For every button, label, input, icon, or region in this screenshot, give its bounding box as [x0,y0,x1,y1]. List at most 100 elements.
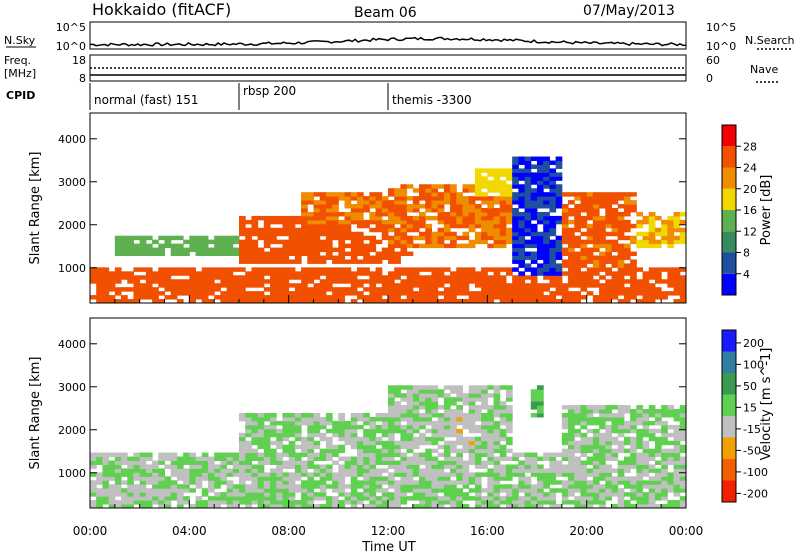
heatmap-cell [592,271,600,276]
heatmap-cell [338,267,346,272]
heatmap-cell [276,472,283,477]
heatmap-cell [431,496,439,501]
heatmap-cell [369,287,377,292]
heatmap-cell [549,231,557,237]
heatmap-cell [568,291,575,296]
heatmap-cell [220,275,228,280]
heatmap-cell [450,424,457,430]
heatmap-cell [133,472,141,477]
heatmap-cell [363,223,370,229]
heatmap-cell [574,196,581,201]
heatmap-cell [673,215,681,221]
heatmap-cell [406,496,414,501]
heatmap-cell [325,448,333,454]
heatmap-cell [592,295,600,300]
heatmap-cell [350,428,358,434]
heatmap-cell [419,496,426,501]
heatmap-cell [313,219,321,225]
heatmap-cell [617,444,625,450]
heatmap-cell [468,299,476,304]
heatmap-cell [388,239,395,245]
heatmap-cell [350,500,358,505]
heatmap-cell [257,251,265,256]
heatmap-cell [679,211,687,217]
heatmap-cell [568,283,575,288]
heatmap-cell [288,223,296,229]
heatmap-cell [512,219,519,225]
heatmap-cell [425,480,432,485]
heatmap-cell [617,448,625,454]
heatmap-cell [586,416,594,422]
heatmap-cell [133,295,141,300]
heatmap-cell [164,480,172,485]
heatmap-cell [487,468,495,473]
heatmap-cell [301,299,308,304]
heatmap-cell [605,267,612,272]
freq-tick-left-bottom: 8 [79,72,86,85]
heatmap-cell [450,223,457,229]
heatmap-cell [673,239,681,245]
heatmap-cell [673,460,681,465]
heatmap-cell [654,448,662,454]
heatmap-cell [239,219,246,225]
heatmap-cell [437,460,445,465]
heatmap-cell [599,492,606,497]
heatmap-cell [406,223,414,229]
heatmap-cell [356,480,364,485]
heatmap-cell [257,235,265,241]
heatmap-cell [512,299,519,304]
heatmap-cell [108,484,116,489]
heatmap-cell [183,488,190,493]
heatmap-cell [102,299,110,304]
heatmap-cell [561,211,569,217]
heatmap-cell [313,215,321,221]
heatmap-cell [195,271,203,276]
heatmap-cell [400,500,408,505]
heatmap-cell [276,444,283,450]
heatmap-cell [170,484,178,489]
heatmap-cell [158,500,165,505]
heatmap-cell [561,235,569,241]
heatmap-cell [102,291,110,296]
heatmap-cell [164,500,172,505]
heatmap-cell [313,192,321,197]
heatmap-cell [294,247,302,253]
heatmap-cell [152,279,159,284]
heatmap-cell [450,480,457,485]
heatmap-cell [356,235,364,241]
heatmap-cell [375,227,383,233]
heatmap-cell [586,488,594,493]
heatmap-cell [251,488,259,493]
heatmap-cell [381,291,389,296]
heatmap-cell [419,472,426,477]
heatmap-cell [363,219,370,225]
heatmap-cell [574,432,581,438]
heatmap-cell [332,267,339,272]
heatmap-cell [338,227,346,233]
heatmap-cell [679,219,687,225]
heatmap-cell [630,504,637,509]
heatmap-cell [537,401,544,406]
heatmap-cell [468,275,476,280]
heatmap-cell [543,160,550,165]
heatmap-cell [518,468,526,473]
heatmap-cell [493,172,501,177]
heatmap-cell [183,456,190,461]
heatmap-cell [263,259,271,264]
heatmap-cell [456,211,463,217]
heatmap-cell [114,456,122,461]
heatmap-cell [481,235,488,241]
heatmap-cell [437,424,445,430]
heatmap-cell [543,247,550,253]
heatmap-cell [338,287,346,292]
heatmap-cell [301,291,308,296]
heatmap-cell [648,488,656,493]
heatmap-cell [90,279,97,284]
heatmap-cell [605,215,612,221]
heatmap-cell [586,283,594,288]
heatmap-cell [127,472,134,477]
heatmap-cell [232,504,240,509]
heatmap-cell [412,504,420,509]
heatmap-cell [356,460,364,465]
heatmap-cell [592,436,600,442]
